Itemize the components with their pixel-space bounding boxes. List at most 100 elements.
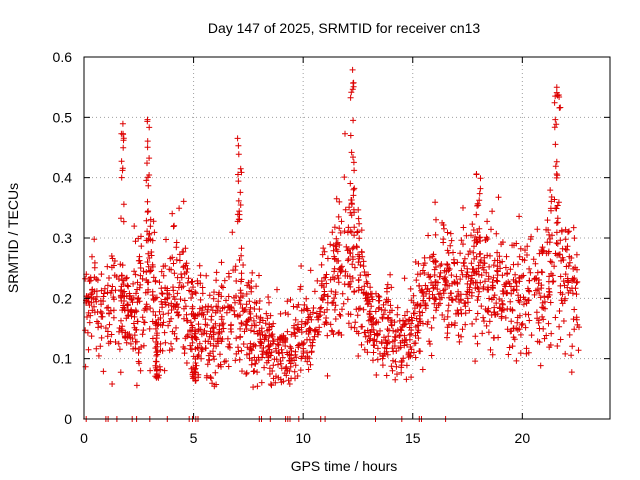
data-point (181, 345, 188, 352)
data-point (170, 260, 177, 267)
data-point (333, 235, 340, 242)
data-point (236, 257, 243, 263)
data-point (573, 291, 580, 298)
data-point (332, 291, 339, 298)
data-point (566, 253, 573, 260)
data-point (573, 279, 580, 286)
data-point (165, 310, 172, 317)
data-point (190, 353, 197, 360)
data-point (370, 349, 377, 356)
data-point (173, 256, 180, 263)
data-point (336, 198, 343, 205)
data-point (459, 271, 466, 278)
data-point (574, 266, 580, 273)
data-point (483, 269, 490, 276)
data-point (495, 334, 502, 341)
data-point (368, 321, 375, 328)
data-point (208, 316, 215, 323)
data-point (109, 381, 116, 387)
data-point (474, 202, 481, 209)
data-point (154, 373, 161, 379)
data-point (552, 250, 559, 257)
data-point (444, 324, 451, 331)
data-point (95, 324, 102, 331)
data-point (137, 265, 144, 271)
data-point (143, 277, 150, 284)
data-point (287, 363, 294, 370)
data-point (166, 318, 173, 325)
data-point (206, 333, 213, 340)
data-point (292, 333, 299, 340)
data-point (513, 279, 520, 286)
data-point (368, 326, 375, 333)
data-point (149, 261, 156, 268)
data-point (104, 328, 111, 335)
data-point (337, 229, 344, 236)
data-point (171, 330, 178, 337)
data-point (146, 325, 153, 332)
data-point (483, 322, 490, 329)
data-point (210, 348, 216, 355)
data-point (493, 277, 500, 284)
data-point (133, 382, 140, 389)
data-point (265, 294, 272, 300)
data-point (180, 263, 187, 270)
data-point (516, 299, 523, 305)
data-point (408, 346, 415, 353)
data-point (566, 331, 573, 338)
data-point (223, 309, 230, 316)
data-point (338, 332, 345, 338)
data-point (176, 205, 183, 212)
data-point (246, 308, 253, 315)
data-point (131, 313, 138, 320)
data-point (355, 276, 362, 283)
data-point (470, 249, 477, 256)
data-point (562, 350, 569, 357)
data-point (434, 286, 441, 293)
data-point (564, 275, 571, 282)
data-point (277, 310, 284, 317)
data-point (462, 321, 469, 328)
data-point (370, 357, 376, 364)
data-point (86, 319, 93, 326)
data-point (321, 321, 328, 328)
data-point (192, 377, 199, 384)
data-point (485, 276, 492, 282)
data-point (236, 208, 243, 215)
data-point (153, 349, 160, 356)
data-point (327, 321, 334, 328)
data-point (210, 295, 217, 302)
data-point (484, 218, 491, 225)
data-point (409, 317, 416, 324)
data-point (524, 243, 531, 250)
data-point (98, 334, 105, 341)
data-point (457, 276, 464, 283)
data-point (511, 242, 517, 249)
data-point (160, 272, 167, 279)
data-point (573, 314, 580, 321)
data-point (345, 311, 352, 317)
data-point (249, 269, 256, 276)
data-point (370, 321, 377, 328)
data-point (178, 274, 185, 281)
data-point (171, 303, 178, 310)
data-point (554, 343, 561, 349)
data-point (261, 336, 268, 343)
data-point (87, 312, 94, 319)
data-point (295, 344, 302, 351)
data-point (238, 245, 245, 252)
data-point (130, 320, 137, 327)
data-point (138, 233, 144, 240)
data-point (199, 284, 206, 291)
data-point (507, 328, 514, 335)
data-point (553, 240, 560, 246)
data-point (562, 271, 569, 278)
data-point (147, 223, 154, 230)
data-point (482, 278, 488, 285)
data-point (131, 223, 138, 230)
data-point (90, 295, 97, 302)
data-point (336, 242, 343, 248)
data-point (476, 190, 483, 197)
data-point (558, 227, 565, 234)
data-point (565, 279, 572, 286)
